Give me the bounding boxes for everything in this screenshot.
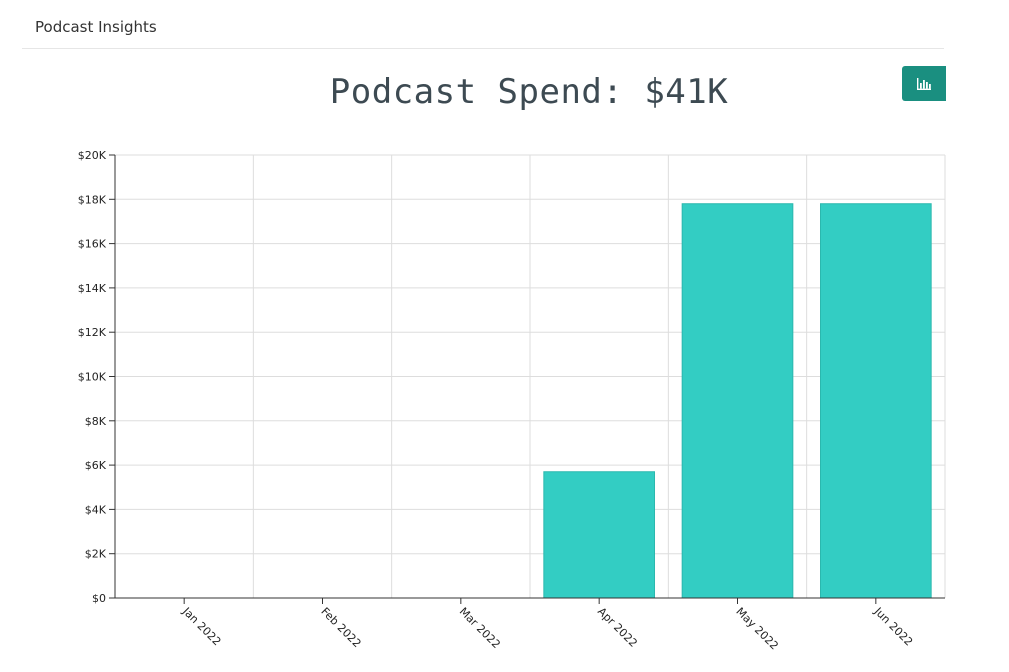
chart-title: Podcast Spend: $41K (329, 72, 729, 112)
y-tick-label: $18K (78, 193, 107, 206)
y-tick-label: $6K (85, 459, 107, 472)
y-tick-label: $20K (78, 149, 107, 162)
y-tick-label: $10K (78, 371, 107, 384)
chart-bars (543, 203, 932, 599)
bar-jun-2022[interactable] (820, 203, 932, 599)
y-tick-label: $4K (85, 503, 107, 516)
x-axis-ticks: Jan 2022 Feb 2022 Mar 2022 Apr 2022 May 2022… (179, 598, 915, 652)
x-tick-label: Jan 2022 (179, 604, 223, 648)
y-tick-label: $12K (78, 326, 107, 339)
bar-apr-2022[interactable] (543, 471, 655, 599)
chart-type-button[interactable] (902, 66, 946, 101)
bar-may-2022[interactable] (681, 203, 794, 599)
x-tick-label: Apr 2022 (595, 605, 640, 650)
bar-chart-icon (917, 77, 931, 90)
panel-title: Podcast Insights (35, 18, 157, 36)
x-tick-label: Jun 2022 (871, 604, 915, 648)
y-tick-label: $14K (78, 282, 107, 295)
y-tick-label: $2K (85, 548, 107, 561)
x-tick-label: May 2022 (733, 605, 781, 653)
y-axis-ticks: $0 $2K $4K $6K $8K $10K $12K $14K $16K $18K $20K (78, 149, 115, 605)
x-tick-label: Feb 2022 (318, 605, 363, 650)
y-tick-label: $16K (78, 238, 107, 251)
y-tick-label: $8K (85, 415, 107, 428)
panel-header: Podcast Insights (22, 0, 944, 49)
y-tick-label: $0 (92, 592, 106, 605)
x-tick-label: Mar 2022 (457, 605, 503, 651)
